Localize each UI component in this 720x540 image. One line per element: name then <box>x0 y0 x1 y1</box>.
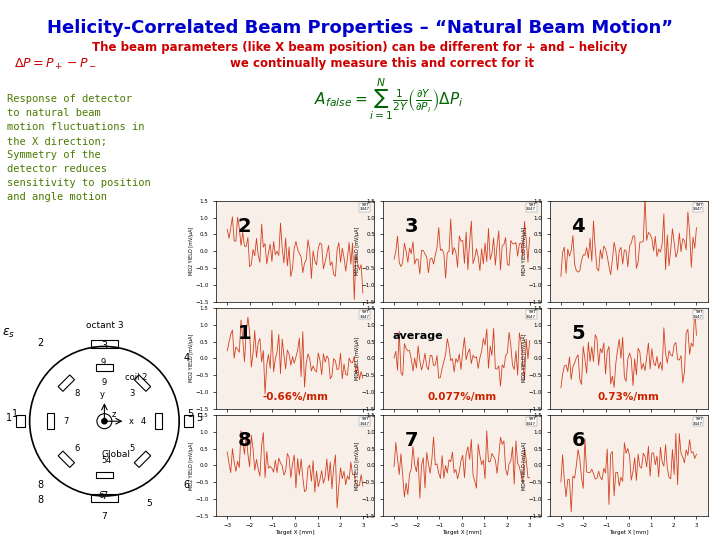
Y-axis label: MD3 YIELD [mV/μA]: MD3 YIELD [mV/μA] <box>356 441 361 490</box>
Y-axis label: MD4 YIELD [mV/μA]: MD4 YIELD [mV/μA] <box>522 227 527 275</box>
Bar <box>134 451 150 468</box>
Text: we continually measure this and correct for it: we continually measure this and correct … <box>230 57 534 70</box>
Text: octant 3: octant 3 <box>86 321 123 330</box>
Text: SHT
3447: SHT 3447 <box>359 203 369 212</box>
Y-axis label: MD2 YIELD [mV/μA]: MD2 YIELD [mV/μA] <box>189 227 194 275</box>
Text: SHT
3447: SHT 3447 <box>526 203 536 212</box>
Text: 7: 7 <box>63 417 68 426</box>
Text: Global: Global <box>101 450 130 458</box>
Y-axis label: MD4 YIELD [mV/μA]: MD4 YIELD [mV/μA] <box>522 441 527 490</box>
Text: 8: 8 <box>74 389 80 398</box>
Text: 9: 9 <box>102 378 107 387</box>
Text: 4: 4 <box>140 417 146 426</box>
Y-axis label: MDA ALL [mV/μA]: MDA ALL [mV/μA] <box>356 336 361 380</box>
Text: SHT
3447: SHT 3447 <box>359 417 369 426</box>
Text: 7: 7 <box>405 431 418 450</box>
Text: y: y <box>100 390 105 399</box>
Bar <box>48 413 54 429</box>
Text: 0.73%/mm: 0.73%/mm <box>598 392 660 402</box>
Y-axis label: MD3 YIELD [mV/μA]: MD3 YIELD [mV/μA] <box>356 227 361 275</box>
Text: 1: 1 <box>6 413 12 423</box>
Text: coil 2: coil 2 <box>125 373 148 382</box>
Text: SHT
3447: SHT 3447 <box>693 203 703 212</box>
Text: $A_{false} = \sum_{i=1}^{N} \frac{1}{2Y}\left(\frac{\partial Y}{\partial P_i}\ri: $A_{false} = \sum_{i=1}^{N} \frac{1}{2Y}… <box>314 77 464 122</box>
Bar <box>96 364 112 371</box>
Text: 4: 4 <box>184 353 189 363</box>
X-axis label: Target X [mm]: Target X [mm] <box>442 315 482 321</box>
Text: 7: 7 <box>102 491 107 501</box>
Text: SHT
3447: SHT 3447 <box>526 310 536 319</box>
Text: SHT
3447: SHT 3447 <box>693 417 703 426</box>
Text: 6: 6 <box>571 431 585 450</box>
Bar <box>16 415 25 427</box>
Text: 6: 6 <box>184 480 189 490</box>
Text: 6: 6 <box>99 491 104 501</box>
Y-axis label: MD2 YIELD [mV/μA]: MD2 YIELD [mV/μA] <box>189 441 194 490</box>
Text: 4: 4 <box>571 217 585 235</box>
Text: 5: 5 <box>197 413 202 423</box>
Text: 8: 8 <box>238 431 251 450</box>
X-axis label: Target X [mm]: Target X [mm] <box>275 315 315 321</box>
Text: SHT
3447: SHT 3447 <box>526 417 536 426</box>
Text: 9: 9 <box>100 359 106 367</box>
Bar <box>155 413 161 429</box>
Bar <box>184 415 193 427</box>
Y-axis label: MD5 YIELD [mV/μA]: MD5 YIELD [mV/μA] <box>522 334 527 382</box>
Y-axis label: MD2 YIELD [mV/μA]: MD2 YIELD [mV/μA] <box>189 334 194 382</box>
X-axis label: Target X [mm]: Target X [mm] <box>609 530 649 535</box>
Text: -0.66%/mm: -0.66%/mm <box>262 392 328 402</box>
X-axis label: Target X [mm]: Target X [mm] <box>275 423 315 428</box>
Bar <box>96 471 112 478</box>
Text: 5: 5 <box>130 444 135 453</box>
Text: x: x <box>128 417 133 426</box>
X-axis label: Target X [mm]: Target X [mm] <box>609 315 649 321</box>
Text: Response of detector
to natural beam
motion fluctuations in
the X direction;
Sym: Response of detector to natural beam mot… <box>7 94 151 202</box>
Text: Helicity-Correlated Beam Properties – “Natural Beam Motion”: Helicity-Correlated Beam Properties – “N… <box>47 19 673 37</box>
Text: 7: 7 <box>102 512 107 522</box>
X-axis label: Target X [mm]: Target X [mm] <box>609 423 649 428</box>
Bar <box>91 340 118 348</box>
Text: 0.077%/mm: 0.077%/mm <box>427 392 497 402</box>
X-axis label: Target X [mm]: Target X [mm] <box>442 423 482 428</box>
X-axis label: Target X [mm]: Target X [mm] <box>442 530 482 535</box>
Bar <box>91 495 118 502</box>
Text: 5: 5 <box>146 499 152 508</box>
Text: 5: 5 <box>571 323 585 343</box>
Text: SHT
3447: SHT 3447 <box>693 310 703 319</box>
Text: z: z <box>112 410 116 418</box>
Text: 6: 6 <box>74 444 80 453</box>
Text: 3: 3 <box>405 217 418 235</box>
Text: 4: 4 <box>106 456 111 464</box>
Text: average: average <box>392 331 443 341</box>
X-axis label: Target X [mm]: Target X [mm] <box>275 530 315 535</box>
Text: 1: 1 <box>12 409 18 419</box>
Bar <box>58 451 75 468</box>
Text: The beam parameters (like X beam position) can be different for + and – helicity: The beam parameters (like X beam positio… <box>92 40 628 53</box>
Text: 5: 5 <box>187 409 194 419</box>
Circle shape <box>102 418 107 424</box>
Text: 3: 3 <box>129 389 135 398</box>
Bar <box>134 375 150 392</box>
Text: 3: 3 <box>102 341 107 352</box>
Text: 1: 1 <box>238 323 251 343</box>
Text: SHT
3447: SHT 3447 <box>359 310 369 319</box>
Text: 2: 2 <box>238 217 251 235</box>
Text: 8: 8 <box>37 495 44 505</box>
Text: $\varepsilon_s$: $\varepsilon_s$ <box>2 326 15 340</box>
Bar <box>58 375 75 392</box>
Text: 8: 8 <box>37 480 44 490</box>
Text: 2: 2 <box>37 338 44 348</box>
Text: $\Delta P = P_+ - P_-$: $\Delta P = P_+ - P_-$ <box>14 57 97 72</box>
Text: 5: 5 <box>102 456 107 464</box>
